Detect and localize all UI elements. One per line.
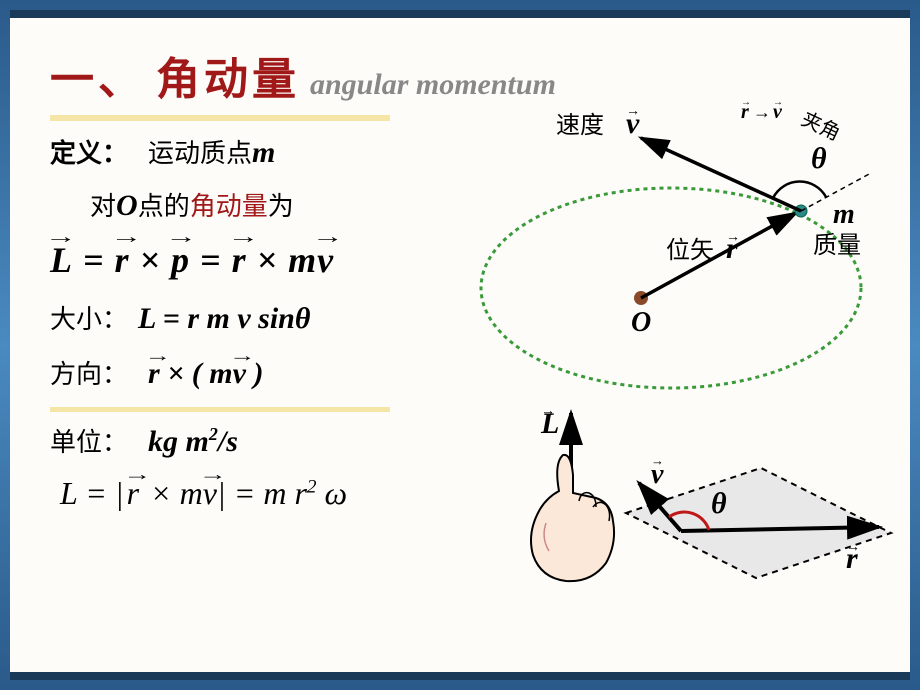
border-bottom bbox=[10, 672, 910, 680]
definition-line-1: 定义： 运动质点 m bbox=[50, 133, 451, 170]
def-text-2c: 点的 bbox=[138, 186, 190, 223]
definition-label: 定义： bbox=[50, 133, 128, 170]
main-formula: L = r × p = r × mv bbox=[50, 239, 451, 281]
direction-label: 方向： bbox=[50, 354, 128, 391]
theta-2: θ bbox=[711, 487, 727, 520]
origin-label: O bbox=[631, 307, 651, 338]
svg-text:→: → bbox=[626, 104, 640, 119]
def-text-1a: 运动质点 bbox=[148, 133, 252, 170]
svg-text:→: → bbox=[541, 404, 555, 419]
theta-label: θ bbox=[811, 142, 827, 175]
unit-label: 单位： bbox=[50, 422, 128, 459]
slide: 一、 角动量 angular momentum 定义： 运动质点 m 对 O 点… bbox=[10, 10, 910, 680]
svg-text:→: → bbox=[726, 230, 740, 245]
direction-line: 方向： r × ( mv ) bbox=[50, 354, 451, 391]
magnitude-line: 大小： L = r m v sinθ bbox=[50, 299, 451, 336]
hand-icon bbox=[531, 455, 614, 581]
border-top bbox=[10, 10, 910, 18]
angle-cn: 夹角 bbox=[798, 107, 844, 145]
mass-cn: 质量 bbox=[813, 232, 861, 259]
right-column: O 位矢 r → m 质量 速度 v → θ bbox=[451, 133, 870, 512]
underline-2 bbox=[50, 407, 390, 412]
final-formula: L = |r × mv| = m r2 ω bbox=[60, 475, 451, 512]
def-text-2a: 对 bbox=[90, 186, 116, 223]
svg-text:→: → bbox=[651, 453, 664, 468]
svg-text:→: → bbox=[846, 540, 860, 555]
hand-diagram: r → v → θ L → bbox=[451, 383, 901, 643]
def-m: m bbox=[252, 136, 275, 170]
content: 定义： 运动质点 m 对 O 点的 角动量 为 L = r × p = r × … bbox=[50, 133, 870, 512]
title-cn: 角动量 bbox=[156, 43, 300, 107]
position-cn: 位矢 bbox=[666, 237, 714, 264]
velocity-cn: 速度 bbox=[556, 112, 604, 139]
svg-text:→: → bbox=[741, 97, 751, 108]
definition-line-2: 对 O 点的 角动量 为 bbox=[90, 186, 451, 223]
orbit-diagram: O 位矢 r → m 质量 速度 v → θ bbox=[451, 83, 901, 403]
left-column: 定义： 运动质点 m 对 O 点的 角动量 为 L = r × p = r × … bbox=[50, 133, 451, 512]
direction-formula: r × ( mv ) bbox=[148, 357, 263, 391]
def-O: O bbox=[116, 189, 138, 223]
def-text-2e: 为 bbox=[268, 186, 294, 223]
def-text-2d: 角动量 bbox=[190, 186, 268, 223]
magnitude-formula: L = r m v sinθ bbox=[138, 302, 310, 336]
magnitude-label: 大小： bbox=[50, 299, 128, 336]
title-prefix: 一、 bbox=[50, 43, 146, 107]
svg-text:→: → bbox=[753, 102, 771, 122]
mass-label: m bbox=[833, 199, 855, 230]
underline-1 bbox=[50, 115, 390, 121]
svg-text:→: → bbox=[773, 97, 783, 108]
unit-value: kg m2/s bbox=[148, 424, 238, 459]
unit-line: 单位： kg m2/s bbox=[50, 422, 451, 459]
